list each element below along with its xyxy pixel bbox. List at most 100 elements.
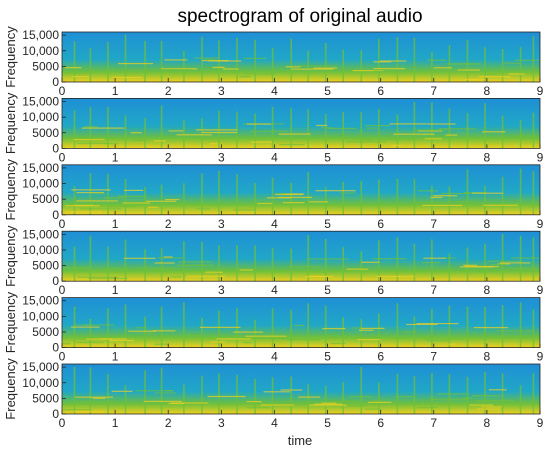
harmonic-band [291, 68, 334, 70]
harmonic-band [246, 407, 270, 409]
harmonic-band [73, 204, 93, 206]
x-tick-label: 6 [377, 350, 384, 364]
harmonic-band [102, 268, 129, 270]
harmonic-band [487, 337, 528, 339]
onset-streak [501, 373, 504, 414]
x-tick-label: 2 [165, 416, 172, 430]
onset-streak [73, 186, 76, 215]
onset-streak [236, 174, 238, 215]
onset-streak [160, 306, 163, 348]
y-tick-label: 15,000 [22, 294, 59, 308]
onset-streak [160, 248, 163, 282]
onset-streak [431, 52, 433, 82]
x-tick-label: 0 [59, 283, 66, 297]
harmonic-band [346, 268, 369, 270]
harmonic-band [440, 192, 471, 195]
onset-streak [73, 110, 76, 149]
harmonic-band [316, 335, 359, 337]
x-tick-label: 0 [59, 416, 66, 430]
x-tick-label: 9 [537, 150, 544, 164]
harmonic-band [278, 133, 311, 135]
y-axis-label: Frequency [3, 26, 18, 88]
harmonic-band [298, 396, 321, 398]
x-tick-label: 4 [271, 350, 278, 364]
harmonic-band [429, 398, 468, 400]
harmonic-band [280, 389, 303, 391]
onset-streak [484, 185, 486, 215]
onset-streak [396, 178, 399, 215]
harmonic-band [112, 76, 141, 79]
onset-streak [378, 240, 380, 282]
harmonic-band [365, 408, 382, 410]
harmonic-band [380, 60, 407, 62]
onset-streak [124, 34, 127, 82]
harmonic-band [496, 330, 534, 332]
axes-frame [61, 98, 541, 149]
onset-streak [89, 235, 92, 282]
harmonic-band [140, 71, 154, 73]
harmonic-band [393, 133, 435, 135]
x-tick-label: 1 [112, 217, 119, 231]
onset-streak [413, 376, 416, 414]
onset-streak [396, 303, 399, 348]
harmonic-band [315, 190, 356, 192]
harmonic-band [366, 127, 379, 129]
harmonic-band [164, 59, 188, 61]
harmonic-band [373, 70, 394, 72]
x-tick-label: 6 [377, 283, 384, 297]
harmonic-band [283, 202, 305, 204]
onset-streak [124, 304, 127, 348]
onset-streak [271, 248, 274, 282]
onset-streak [484, 372, 486, 414]
harmonic-band [80, 208, 122, 210]
onset-streak [73, 246, 76, 282]
harmonic-band [433, 195, 458, 197]
harmonic-band [118, 195, 148, 197]
harmonic-band [481, 406, 502, 408]
x-tick-label: 0 [59, 150, 66, 164]
harmonic-band [499, 402, 528, 404]
onset-streak [532, 309, 535, 348]
harmonic-band [436, 393, 467, 395]
harmonic-band [373, 68, 405, 70]
onset-streak [413, 102, 416, 149]
onset-streak [201, 36, 203, 82]
onset-streak [378, 38, 380, 82]
onset-streak [466, 306, 469, 348]
harmonic-band [367, 401, 392, 403]
y-tick-label: 5000 [32, 391, 59, 405]
x-tick-label: 2 [165, 283, 172, 297]
harmonic-band [157, 257, 184, 259]
onset-streak [484, 47, 486, 82]
onset-streak [160, 105, 163, 149]
onset-streak [254, 379, 256, 414]
onset-streak [413, 37, 416, 82]
harmonic-band [330, 405, 366, 407]
onset-streak [218, 373, 220, 414]
harmonic-band [130, 132, 142, 134]
harmonic-band [163, 256, 173, 258]
y-tick-label: 15,000 [22, 95, 59, 109]
harmonic-band [349, 396, 373, 398]
harmonic-band [274, 194, 303, 196]
onset-streak [519, 120, 522, 149]
harmonic-band [76, 192, 105, 194]
onset-streak [519, 302, 522, 348]
x-tick-label: 6 [377, 217, 384, 231]
x-tick-label: 0 [59, 84, 66, 98]
onset-streak [290, 376, 292, 414]
harmonic-band [122, 202, 151, 204]
y-tick-label: 10,000 [22, 243, 59, 257]
x-tick-label: 8 [484, 350, 491, 364]
onset-streak [324, 239, 327, 282]
harmonic-band [118, 63, 153, 65]
harmonic-band [199, 326, 241, 328]
harmonic-band [376, 275, 415, 277]
harmonic-band [63, 409, 90, 411]
harmonic-band [427, 59, 447, 61]
harmonic-band [171, 402, 209, 404]
onset-streak [218, 170, 220, 215]
